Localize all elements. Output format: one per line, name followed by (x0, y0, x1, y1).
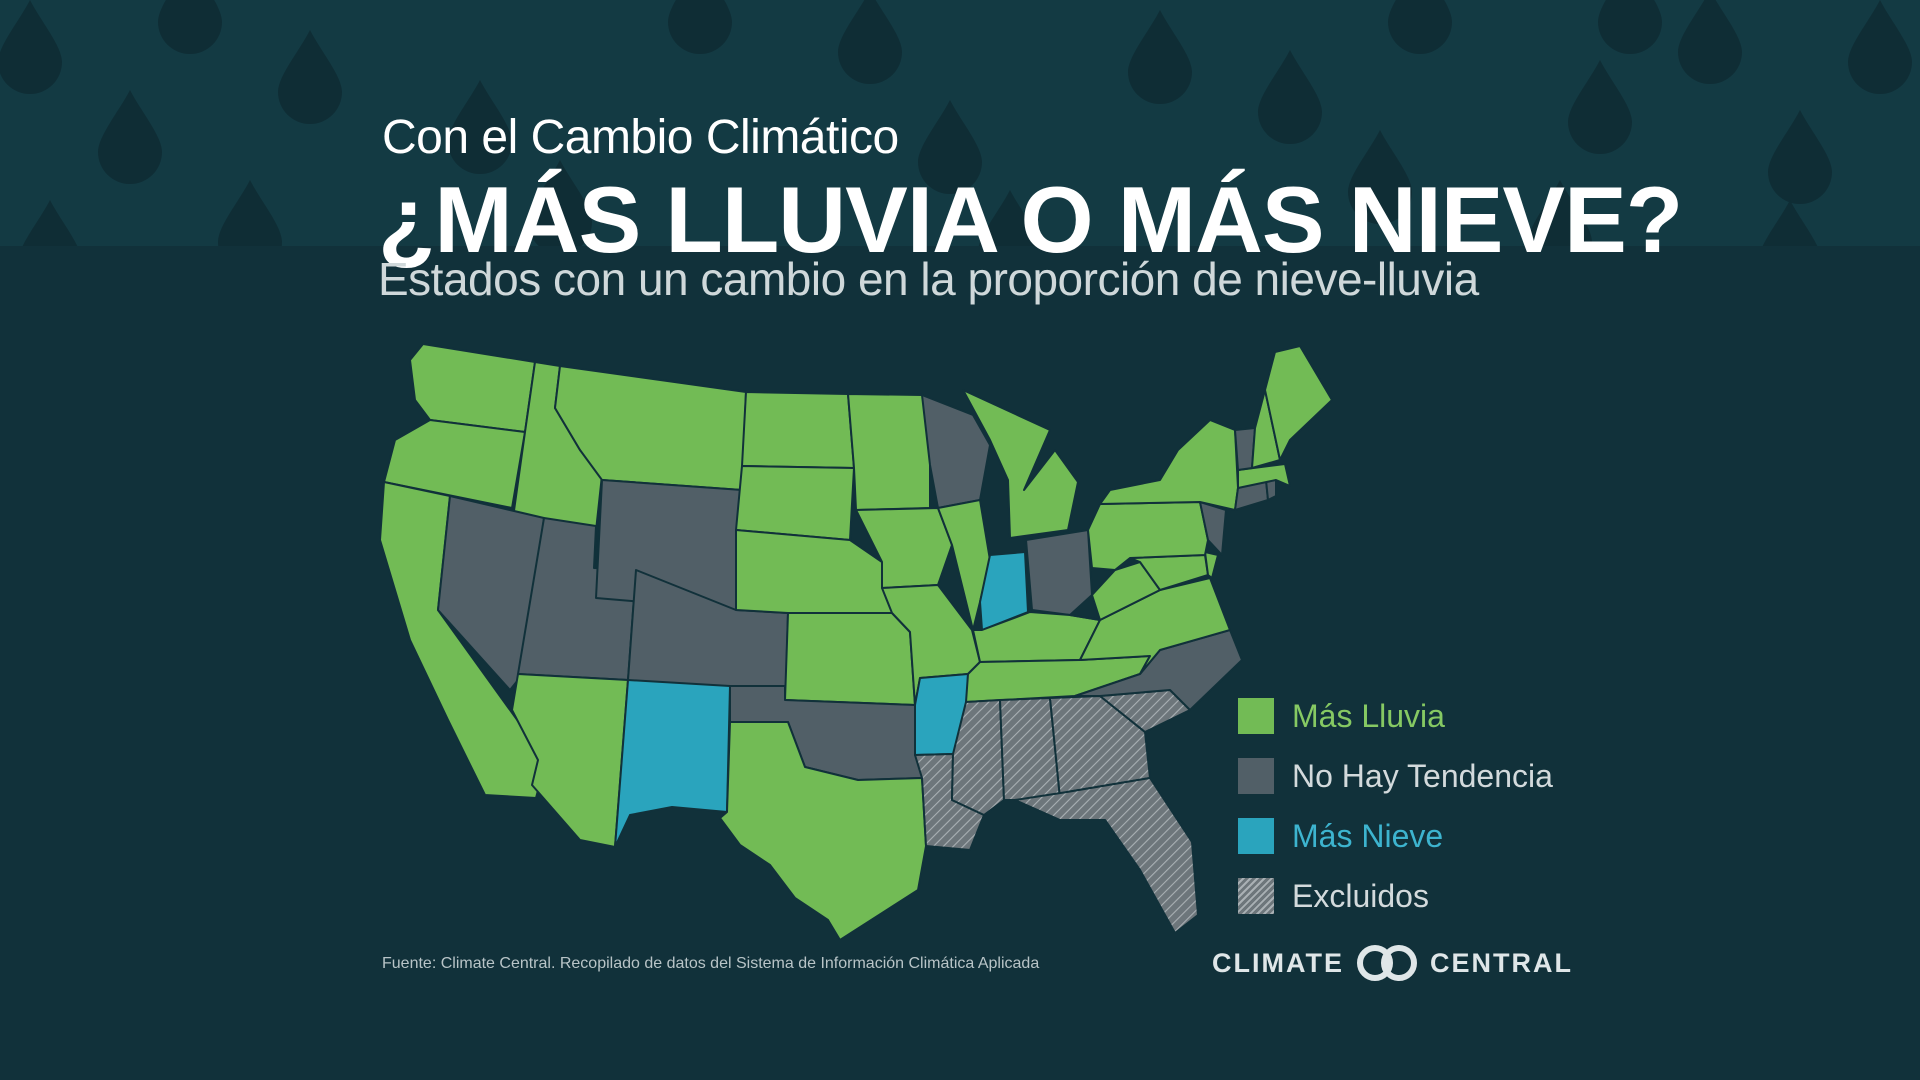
state-ks (784, 612, 916, 706)
legend-item-rain: Más Lluvia (1238, 686, 1658, 746)
state-ne (735, 529, 893, 614)
state-ma (1237, 463, 1291, 489)
legend-swatch-rain (1238, 698, 1274, 734)
raindrop-shape (1678, 0, 1742, 84)
raindrop-shape (918, 100, 982, 194)
raindrop-shape (1768, 110, 1832, 204)
source-note: Fuente: Climate Central. Recopilado de d… (382, 955, 1040, 972)
raindrop-shape (1848, 0, 1912, 94)
raindrop-shape (978, 190, 1042, 246)
kicker-text: Con el Cambio Climático (382, 111, 899, 164)
us-states-map (379, 343, 1333, 940)
map-legend: Más Lluvia No Hay Tendencia Más Nieve Exclu… (1238, 686, 1658, 926)
state-wa (409, 343, 536, 433)
state-fl (1014, 777, 1199, 934)
raindrop-shape (278, 30, 342, 124)
logo-word-climate: CLIMATE (1212, 947, 1344, 978)
raindrop-shape (528, 160, 592, 246)
state-ri (1265, 479, 1277, 501)
raindrop-shape (1528, 180, 1592, 246)
legend-swatch-snow (1238, 818, 1274, 854)
legend-swatch-none (1238, 758, 1274, 794)
raindrop-shape (0, 0, 62, 94)
state-oh (1025, 529, 1093, 616)
legend-item-none: No Hay Tendencia (1238, 746, 1658, 806)
state-de (1204, 551, 1219, 579)
raindrop-shape (1598, 0, 1662, 54)
raindrop-shape (668, 0, 732, 54)
raindrop-shape (218, 180, 282, 246)
raindrop-shape (158, 0, 222, 54)
legend-item-snow: Más Nieve (1238, 806, 1658, 866)
raindrop-shape (22, 200, 78, 246)
raindrop-pattern (0, 0, 1912, 246)
raindrop-shape (1348, 130, 1412, 224)
logo-word-central: CENTRAL (1429, 947, 1573, 978)
legend-label-excluded: Excluidos (1292, 877, 1429, 914)
state-tx (719, 721, 927, 940)
state-me (1264, 345, 1333, 461)
page-subtitle: Estados con un cambio en la proporción d… (378, 253, 1479, 305)
legend-label-none: No Hay Tendencia (1292, 757, 1553, 794)
state-nj (1199, 501, 1227, 556)
state-mi (962, 389, 1079, 539)
state-nm (614, 679, 731, 848)
legend-label-rain: Más Lluvia (1292, 697, 1445, 734)
logo-rings-icon (1356, 945, 1417, 981)
header-band (0, 0, 1920, 246)
raindrop-shape (838, 0, 902, 84)
state-ny (1099, 419, 1239, 511)
raindrop-shape (1568, 60, 1632, 154)
state-sd (735, 465, 855, 541)
raindrop-shape (1128, 10, 1192, 104)
state-nd (741, 391, 855, 469)
raindrop-shape (448, 80, 512, 174)
raindrop-shape (98, 90, 162, 184)
legend-item-excluded: Excluidos (1238, 866, 1658, 926)
raindrop-shape (1762, 200, 1818, 246)
page-title: ¿MÁS LLUVIA O MÁS NIEVE? (378, 167, 1683, 272)
legend-swatch-excluded (1238, 878, 1274, 914)
raindrop-shape (1388, 0, 1452, 54)
legend-label-snow: Más Nieve (1292, 817, 1444, 854)
climate-central-logo: CLIMATE CENTRAL (1212, 943, 1573, 983)
raindrop-shape (1258, 50, 1322, 144)
